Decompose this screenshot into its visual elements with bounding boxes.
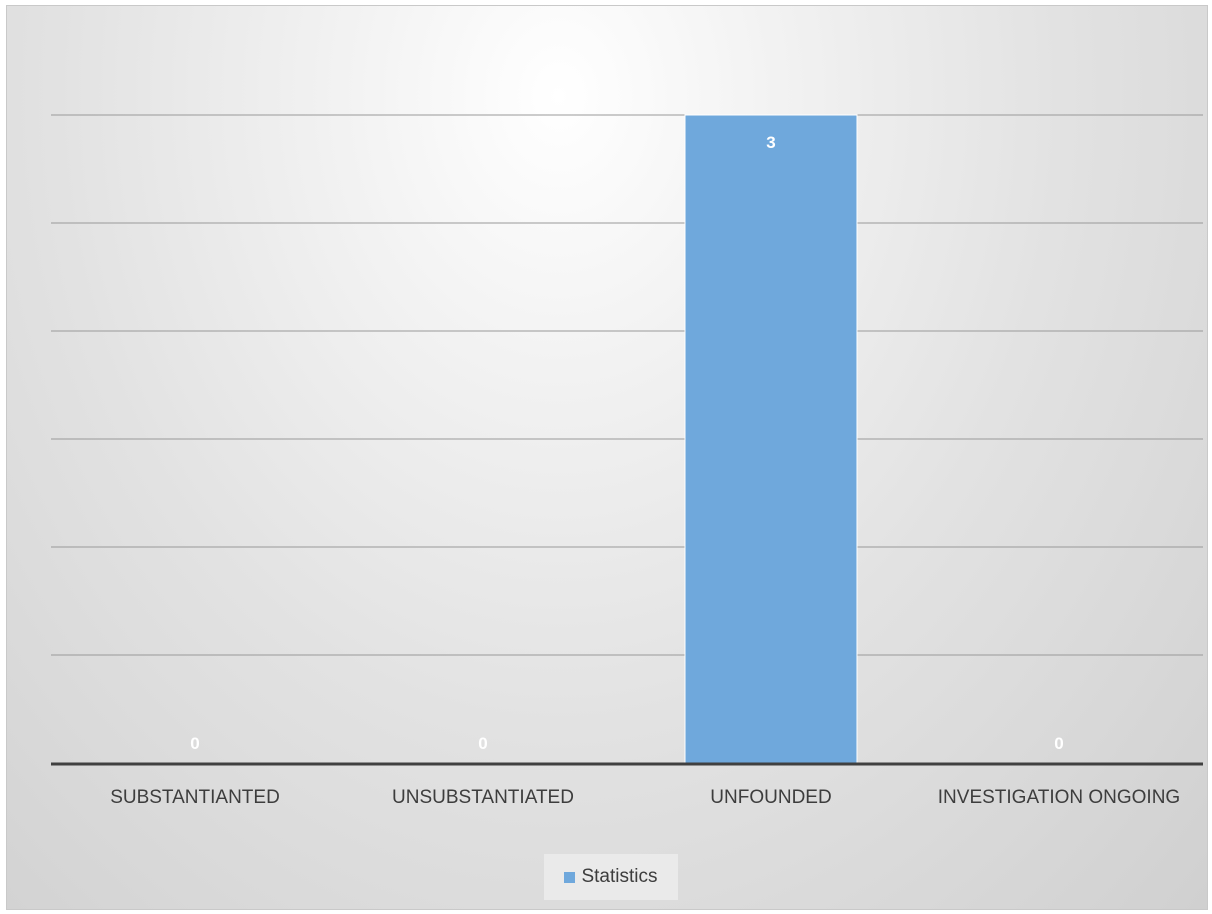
chart-plot: 0 0 3 0 SUBSTANTIANTED UNSUBSTANTIATED UNFOUN… [51,114,1203,808]
bars [684,114,858,764]
category-label: SUBSTANTIANTED [110,787,280,808]
legend-swatch [564,871,576,883]
data-label: 0 [478,734,487,753]
data-label: 0 [190,734,199,753]
category-labels: SUBSTANTIANTED UNSUBSTANTIATED UNFOUNDED IN… [110,787,1180,808]
legend: Statistics [544,854,678,900]
bar-unfounded [684,114,858,764]
data-labels: 0 0 3 0 [190,133,1063,753]
gridlines [51,114,1203,656]
category-label: INVESTIGATION ONGOING [938,787,1180,808]
category-label: UNFOUNDED [710,787,831,808]
category-label: UNSUBSTANTIATED [392,787,574,808]
chart-area: 0 0 3 0 SUBSTANTIANTED UNSUBSTANTIATED UNFOUN… [6,5,1208,910]
legend-label: Statistics [581,866,658,887]
data-label: 0 [1054,734,1063,753]
data-label: 3 [766,133,775,152]
